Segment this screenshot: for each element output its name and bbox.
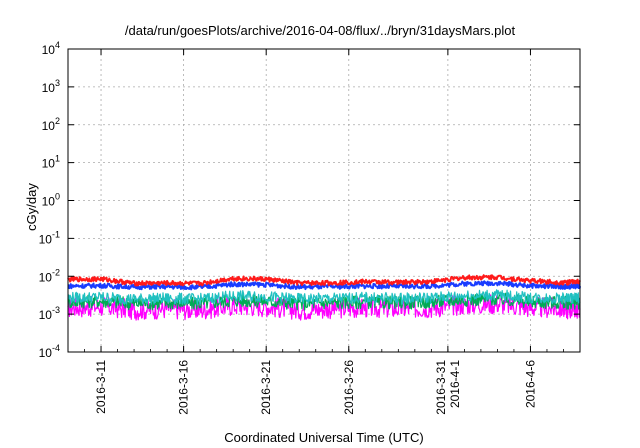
x-tick-label: 2016-4-6 xyxy=(523,360,537,408)
tick-marks xyxy=(67,48,581,353)
y-tick-labels: 10-4 10-3 10-2 10-1 100 101 102 103 104 xyxy=(39,40,60,360)
y-tick-label: 102 xyxy=(42,116,60,133)
chart-title: /data/run/goesPlots/archive/2016-04-08/f… xyxy=(125,23,516,38)
series-line xyxy=(67,280,581,291)
grid xyxy=(68,49,580,352)
x-tick-label: 2016-4-1 xyxy=(448,360,462,408)
x-tick-label: 2016-3-11 xyxy=(94,360,108,414)
y-tick-label: 10-1 xyxy=(39,229,60,246)
series-group xyxy=(67,274,581,321)
y-tick-label: 101 xyxy=(42,154,60,171)
x-tick-label: 2016-3-16 xyxy=(177,360,191,415)
x-tick-label: 2016-3-21 xyxy=(259,360,273,415)
series-line xyxy=(67,289,581,306)
y-tick-label: 100 xyxy=(42,192,60,209)
y-tick-label: 10-3 xyxy=(39,305,60,322)
y-axis-label: cGy/day xyxy=(24,183,39,231)
x-tick-label: 2016-3-31 xyxy=(434,360,448,415)
y-tick-label: 10-2 xyxy=(39,267,60,284)
y-tick-label: 10-4 xyxy=(39,343,60,360)
series-line xyxy=(67,274,581,287)
x-tick-label: 2016-3-26 xyxy=(342,360,356,415)
x-axis-label: Coordinated Universal Time (UTC) xyxy=(224,430,423,445)
y-tick-label: 104 xyxy=(42,40,60,57)
y-tick-label: 103 xyxy=(42,78,60,95)
x-tick-labels: 2016-3-11 2016-3-16 2016-3-21 2016-3-26 2016… xyxy=(94,360,537,415)
